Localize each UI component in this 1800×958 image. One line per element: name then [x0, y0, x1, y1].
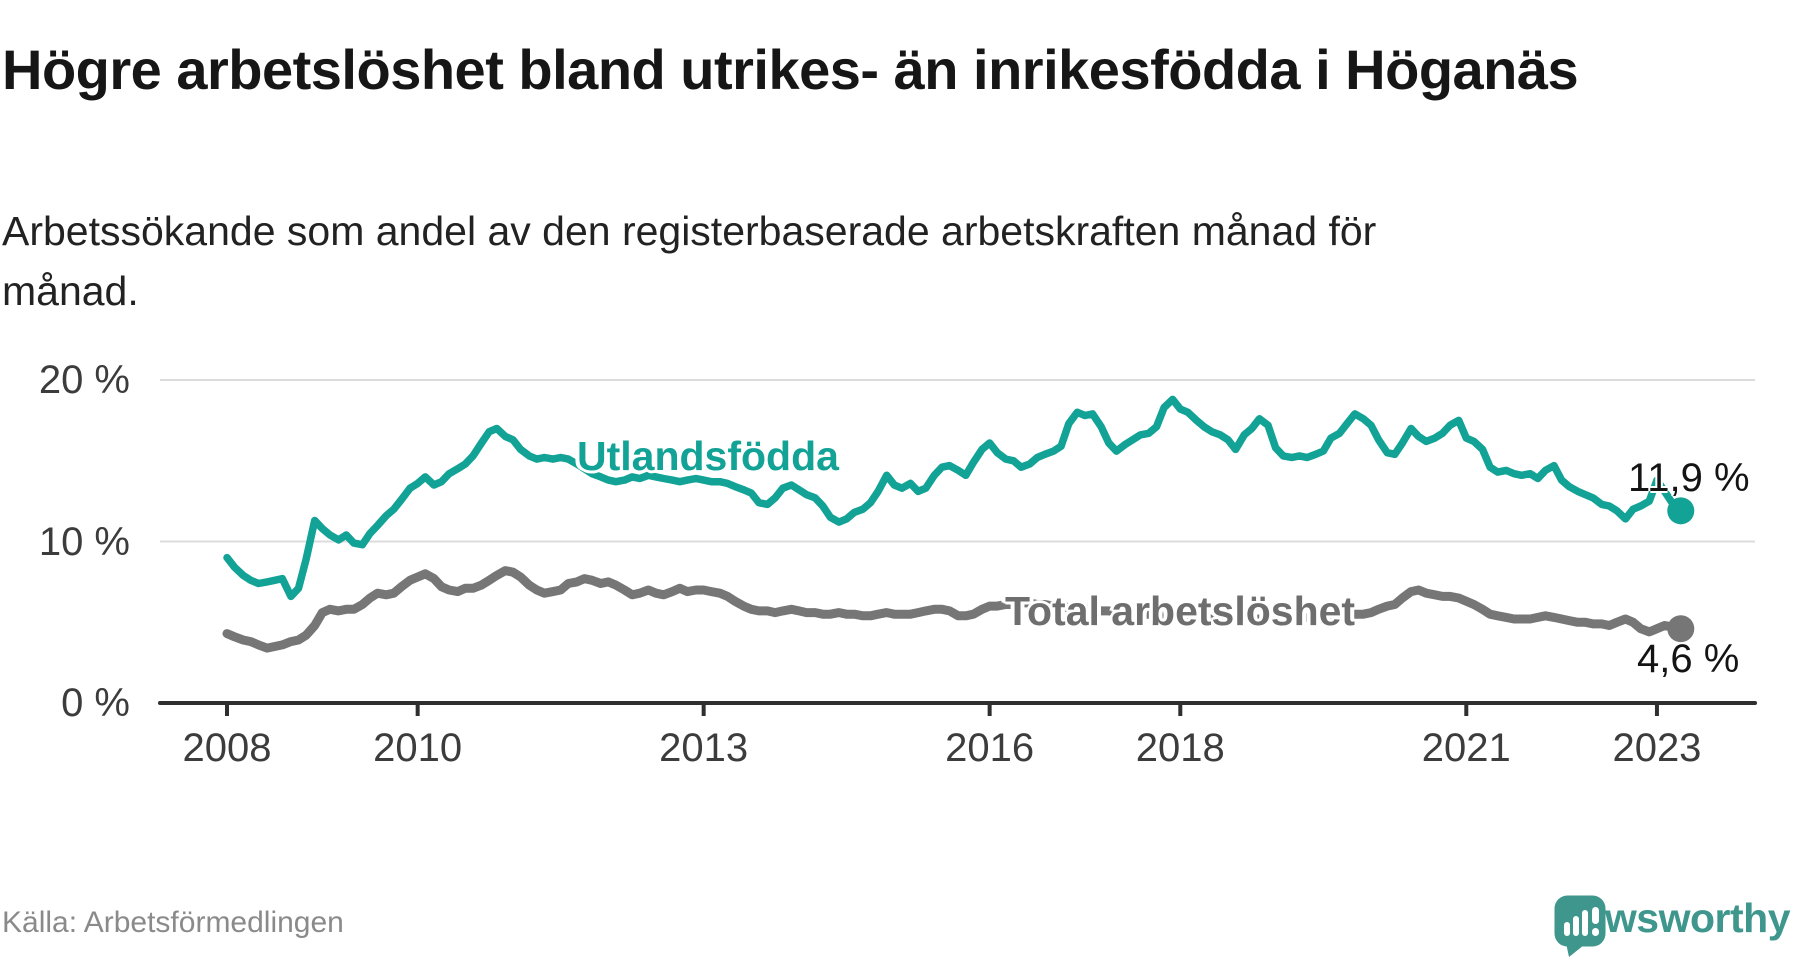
newsworthy-speech-bubble-bar-chart-icon — [1554, 895, 1605, 957]
end-value-label-total: 4,6 % — [1637, 637, 1740, 681]
series-label-total-arbetsloshet: Total arbetslöshet — [1005, 588, 1356, 634]
series-line-total — [222, 566, 1686, 653]
x-axis-label: 2010 — [373, 726, 463, 770]
series-label-utlandsfodda: Utlandsfödda — [577, 433, 839, 479]
newsworthy-logo: Newsworthy — [1554, 895, 1790, 957]
x-axis-label: 2018 — [1135, 726, 1225, 770]
y-axis-label: 20 % — [38, 358, 130, 402]
x-axis-label: 2021 — [1421, 726, 1511, 770]
series-end-dot-total — [1667, 615, 1695, 643]
series-line-utlandsfodda — [223, 395, 1685, 601]
end-value-label-utlandsfodda: 11,9 % — [1628, 456, 1750, 500]
y-axis-label: 0 % — [61, 681, 130, 725]
x-axis-label: 2016 — [945, 726, 1035, 770]
x-axis-label: 2008 — [182, 726, 272, 770]
x-axis-label: 2023 — [1612, 726, 1702, 770]
page-subtitle: Arbetssökande som andel av den registerb… — [2, 208, 1377, 314]
series-end-dot-utlandsfodda — [1667, 497, 1695, 525]
x-axis-label: 2013 — [659, 726, 749, 770]
y-axis-label: 10 % — [38, 519, 130, 564]
source-credit: Källa: Arbetsförmedlingen — [2, 906, 344, 939]
page-title: Högre arbetslöshet bland utrikes- än inr… — [2, 37, 1579, 101]
